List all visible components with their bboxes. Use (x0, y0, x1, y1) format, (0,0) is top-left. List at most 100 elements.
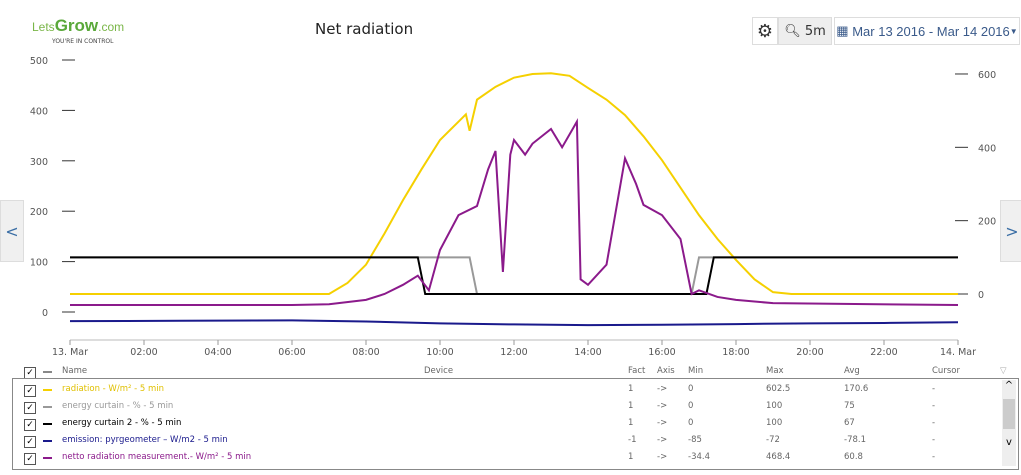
series-max: -72 (766, 435, 780, 445)
settings-button[interactable]: ⚙ (752, 17, 778, 45)
next-period-button[interactable]: > (1000, 200, 1021, 262)
header-avg: Avg (844, 366, 860, 376)
header-fact: Fact (628, 366, 646, 376)
series-axis: -> (657, 435, 668, 445)
series-line-2 (70, 256, 958, 295)
header-max: Max (766, 366, 784, 376)
series-line-0 (70, 72, 958, 295)
series-fact: 1 (628, 384, 634, 394)
series-fact: -1 (628, 435, 637, 445)
x-axis-tick-label: 16:00 (648, 347, 675, 358)
legend-swatch (43, 406, 52, 408)
series-cursor: - (932, 452, 936, 462)
right-axis-tick-label: 600 (978, 70, 996, 81)
legend-scrollbar[interactable]: ^ v (1002, 380, 1016, 466)
x-axis-tick-label: 20:00 (796, 347, 823, 358)
series-checkbox[interactable]: ✓ (24, 419, 36, 431)
left-axis-tick-label: 100 (30, 258, 48, 269)
series-min: -34.4 (688, 452, 710, 462)
series-name: netto radiation measurement.- W/m² - 5 m… (62, 452, 252, 462)
scroll-thumb[interactable] (1003, 399, 1015, 429)
chevron-down-icon: ▼ (1009, 26, 1018, 36)
legend-swatch (43, 423, 52, 425)
series-checkbox[interactable]: ✓ (24, 402, 36, 414)
x-axis-tick-label: 22:00 (870, 347, 897, 358)
series-cursor: - (932, 401, 936, 411)
logo: LetsGrow.com YOU'RE IN CONTROL (32, 4, 142, 48)
column-menu-icon[interactable]: ▽ (1000, 366, 1007, 376)
legend-swatch (43, 457, 52, 459)
left-axis-tick-label: 500 (30, 56, 48, 67)
right-axis-tick-label: 200 (978, 217, 996, 228)
x-axis-tick-label: 12:00 (500, 347, 527, 358)
legend-body (12, 378, 1019, 470)
series-checkbox[interactable]: ✓ (24, 453, 36, 465)
series-cursor: - (932, 418, 936, 428)
series-line-4 (70, 118, 959, 307)
left-axis-tick-label: 300 (30, 157, 48, 168)
series-avg: 67 (844, 418, 855, 428)
chart-area[interactable]: 0 100 200 300 400 500 0 200 400 600 13. Mar 02:00 04… (0, 0, 1021, 362)
series-name: energy curtain - % - 5 min (62, 401, 174, 411)
header-name: Name (62, 366, 88, 376)
prev-period-button[interactable]: < (0, 200, 24, 262)
left-axis-tick-label: 400 (30, 106, 48, 117)
x-axis-tick-label: 18:00 (722, 347, 749, 358)
series-fact: 1 (628, 418, 634, 428)
series-min: -85 (688, 435, 702, 445)
legend-row[interactable]: ✓ energy curtain - % - 5 min 1 -> 0 100 75 - (0, 399, 1000, 415)
series-axis: -> (657, 452, 668, 462)
series-max: 468.4 (766, 452, 791, 462)
legend-row[interactable]: ✓ radiation - W/m² - 5 min 1 -> 0 602.5 170.6 - (0, 382, 1000, 398)
series-axis: -> (657, 384, 668, 394)
scroll-down-icon[interactable]: v (1006, 437, 1012, 448)
legend-swatch (43, 371, 52, 373)
logo-text: Grow (54, 16, 99, 35)
series-axis: -> (657, 401, 668, 411)
x-axis-tick-label: 02:00 (130, 347, 157, 358)
x-axis-tick-label: 10:00 (426, 347, 453, 358)
logo-tagline: YOU'RE IN CONTROL (52, 38, 114, 45)
series-fact: 1 (628, 452, 634, 462)
series-fact: 1 (628, 401, 634, 411)
scroll-up-icon[interactable]: ^ (1004, 380, 1014, 391)
legend-row[interactable]: ✓ netto radiation measurement.- W/m² - 5 … (0, 450, 1000, 466)
gear-icon: ⚙ (756, 20, 774, 42)
logo-text: Lets (32, 20, 55, 34)
calendar-icon: ▦ (836, 23, 849, 38)
series-avg: 60.8 (844, 452, 863, 462)
series-checkbox[interactable]: ✓ (24, 385, 36, 397)
right-axis-tick-label: 0 (978, 290, 984, 301)
series-line-3 (69, 319, 959, 327)
left-axis-tick-label: 0 (42, 308, 48, 319)
series-max: 100 (766, 418, 783, 428)
header-cursor: Cursor (932, 366, 960, 376)
logo-text: .com (98, 20, 125, 34)
legend-row[interactable]: ✓ emission: pyrgeometer – W/m2 - 5 min -1 -… (0, 433, 1000, 449)
series-checkbox[interactable]: ✓ (24, 436, 36, 448)
x-axis-tick-label: 14:00 (574, 347, 601, 358)
legend-row[interactable]: ✓ energy curtain 2 - % - 5 min 1 -> 0 100 67 - (0, 416, 1000, 432)
series-cursor: - (932, 435, 936, 445)
right-axis-tick-label: 400 (978, 143, 996, 154)
x-axis-tick-label: 08:00 (352, 347, 379, 358)
legend-swatch (43, 389, 52, 391)
legend-swatch (43, 440, 52, 442)
series-max: 602.5 (766, 384, 791, 394)
series-avg: -78.1 (844, 435, 866, 445)
chart-title: Net radiation (315, 20, 414, 38)
series-cursor: - (932, 384, 936, 394)
series-min: 0 (688, 384, 694, 394)
series-avg: 75 (844, 401, 855, 411)
x-axis-tick-label: 06:00 (278, 347, 305, 358)
series-line-1 (70, 256, 958, 295)
series-name: radiation - W/m² - 5 min (62, 384, 164, 394)
header-min: Min (688, 366, 704, 376)
date-range-label: Mar 13 2016 - Mar 14 2016 (852, 23, 1010, 39)
series-min: 0 (688, 418, 694, 428)
interval-button[interactable]: 🔍︎ 5m (778, 17, 832, 45)
series-axis: -> (657, 418, 668, 428)
series-max: 100 (766, 401, 783, 411)
date-range-picker[interactable]: ▦ Mar 13 2016 - Mar 14 2016 ▼ (834, 17, 1020, 45)
series-min: 0 (688, 401, 694, 411)
